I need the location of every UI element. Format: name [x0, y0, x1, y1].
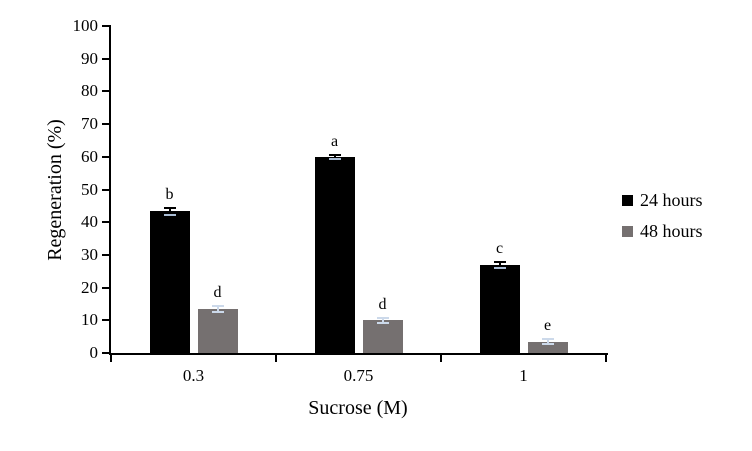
y-tick-label: 0 [89, 343, 99, 362]
error-bar-cap-top [541, 338, 554, 341]
error-bar-cap-bottom [211, 311, 224, 314]
y-tick-label: 90 [81, 48, 98, 68]
error-bar-cap-top [376, 316, 389, 319]
y-tick-label: 50 [81, 179, 98, 199]
y-axis-line [109, 26, 111, 355]
y-tick [102, 90, 111, 93]
y-tick [102, 253, 111, 256]
error-bar [498, 262, 501, 269]
legend: 24 hours 48 hours [622, 190, 703, 252]
x-tick-label: 1 [519, 366, 528, 385]
error-bar-cap-bottom [163, 213, 176, 216]
legend-item-48-hours: 48 hours [622, 221, 703, 242]
error-bar-cap-top [163, 207, 176, 210]
error-bar [168, 208, 171, 215]
legend-label: 24 hours [640, 190, 703, 210]
significance-letter: a [330, 132, 339, 150]
y-tick-label: 100 [72, 16, 99, 35]
x-tick-label: 0.75 [343, 366, 374, 385]
y-tick-label: 40 [81, 212, 98, 232]
significance-letter: c [495, 240, 504, 258]
bar-24-hours-0.3 [149, 211, 190, 353]
error-bar [333, 154, 336, 160]
legend-swatch [622, 226, 633, 237]
error-bar [216, 306, 219, 313]
bar-48-hours-0.3 [197, 309, 238, 353]
legend-swatch [622, 195, 633, 206]
error-bar [381, 317, 384, 323]
y-tick-label: 80 [81, 81, 98, 101]
error-bar-cap-top [493, 261, 506, 264]
x-axis-line [109, 353, 608, 355]
x-tick [275, 354, 277, 362]
y-tick [102, 57, 111, 60]
bar-48-hours-0.75 [362, 320, 403, 353]
x-tick-label: 0.3 [182, 366, 205, 385]
x-tick [440, 354, 442, 362]
y-tick-label: 60 [81, 146, 98, 166]
x-tick [110, 354, 112, 362]
significance-letter: d [213, 284, 222, 302]
y-tick-label: 30 [81, 244, 98, 264]
error-bar-cap-bottom [541, 343, 554, 346]
y-tick [102, 286, 111, 289]
y-tick-label: 10 [81, 310, 98, 330]
significance-letter: d [378, 295, 387, 313]
x-axis-title: Sucrose (M) [308, 397, 408, 419]
error-bar [546, 339, 549, 345]
error-bar-cap-top [211, 305, 224, 308]
y-tick [102, 155, 111, 158]
y-tick [102, 352, 111, 354]
error-bar-cap-bottom [376, 321, 389, 324]
error-bar-cap-bottom [328, 158, 341, 161]
y-tick [102, 123, 111, 126]
significance-letter: e [543, 317, 552, 335]
significance-letter: b [165, 186, 174, 204]
error-bar-cap-top [328, 153, 341, 156]
bar-48-hours-1 [527, 341, 568, 353]
y-tick [102, 25, 111, 27]
x-tick [605, 354, 607, 362]
bar-24-hours-1 [479, 265, 520, 353]
error-bar-cap-bottom [493, 267, 506, 270]
bar-24-hours-0.75 [314, 156, 355, 353]
y-tick-label: 20 [81, 277, 98, 297]
y-tick [102, 188, 111, 191]
y-tick [102, 221, 111, 224]
legend-item-24-hours: 24 hours [622, 190, 703, 211]
y-tick-label: 70 [81, 114, 98, 134]
legend-label: 48 hours [640, 221, 703, 241]
y-tick [102, 319, 111, 322]
